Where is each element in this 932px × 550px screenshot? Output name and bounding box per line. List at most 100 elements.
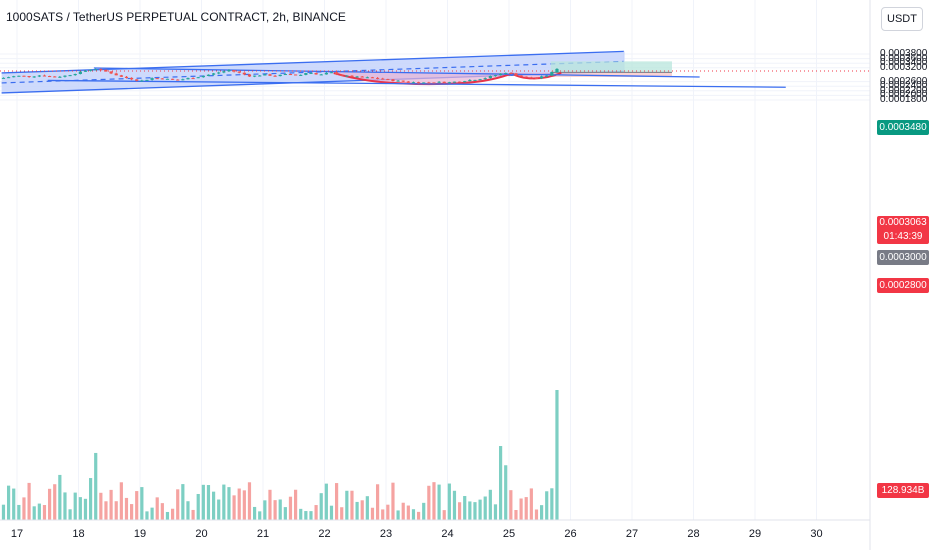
candle-body [109,71,113,74]
candle-body [493,75,498,77]
volume-bar [247,482,252,520]
volume-bar [391,482,395,520]
volume-bar [324,483,328,520]
volume-bar [396,510,400,520]
candle-body [437,81,441,83]
candle-body [165,78,170,80]
volume-bar [463,496,467,520]
volume-bar [217,499,221,520]
volume-bar [524,497,528,520]
candle-body [504,72,508,74]
bar-countdown: 01:43:39 [883,231,923,242]
volume-bar [340,507,344,520]
candle-body [539,76,544,79]
volume-bar [309,511,313,520]
volume-bar [355,501,359,520]
volume-bar [170,508,175,520]
candle-body [370,77,375,79]
time-tick-label: 21 [256,528,270,540]
volume-bar [370,507,375,520]
candle-body [258,75,262,77]
volume-bar [386,504,390,520]
candle-body [42,75,47,77]
candle-body [22,75,26,77]
volume-bar [186,501,190,520]
volume-bar [350,490,354,520]
candle-body [206,74,211,76]
volume-bar [150,507,154,520]
candle-body [519,75,523,77]
volume-bar [529,488,533,520]
volume-bar [457,502,462,520]
candle-body [88,69,93,71]
candle-body [299,74,303,76]
time-tick-label: 22 [318,528,331,540]
currency-selector[interactable]: USDT [881,7,923,31]
candle-body [68,75,72,77]
candle-body [350,75,354,77]
volume-bar [411,509,416,520]
candle-body [432,82,436,84]
volume-bar [555,390,559,520]
candle-body [227,70,231,72]
volume-bar [545,491,549,520]
price-tick-label: 0.0002000 [880,89,928,101]
candle-body [222,71,226,73]
volume-bar [53,484,57,520]
candle-body [124,76,129,78]
candle-body [524,76,528,78]
volume-bar [206,485,211,520]
time-tick-label: 29 [748,528,762,540]
volume-bar [63,492,67,520]
candle-body [334,72,339,75]
volume-bar [468,501,472,520]
candle-body [288,74,293,76]
candle-body [345,75,349,77]
volume-bar [135,491,139,520]
volume-bar [109,489,113,520]
time-tick-label: 19 [133,528,147,540]
candle-body [386,79,390,81]
volume-bar [406,505,410,520]
candle-body [119,75,123,77]
time-tick-label: 28 [687,528,700,540]
volume-bar [252,506,257,520]
volume-bar [124,497,129,520]
candle-body [176,79,180,81]
candle-body [12,76,16,78]
candle-body [263,74,267,76]
candle-body [232,70,236,72]
volume-bar [514,509,518,520]
volume-bar [47,488,52,520]
price-tick-label: 0.0003600 [880,52,928,64]
candle-body [73,73,77,76]
volume-bar [191,509,195,520]
volume-tag: 128.934B [877,483,929,498]
time-tick-label: 20 [195,528,208,540]
volume-bar [165,511,170,520]
candle-body [135,79,139,81]
candle-body [411,82,416,84]
volume-bar [550,488,554,520]
volume-bar [211,491,216,520]
candle-body [550,72,554,76]
candle-body [514,73,518,76]
candle-body [375,77,380,79]
last-price: 0.0003063 [879,217,927,228]
candle-body [447,82,451,84]
volume-bar [534,509,539,520]
candle-body [6,77,11,79]
volume-bar [78,497,82,520]
candle-body [283,74,287,76]
candle-body [268,74,272,76]
candle-body [278,74,282,77]
volume-bars [1,390,559,520]
price-tick-label: 0.0003800 [880,48,928,59]
volume-bar [493,504,498,520]
volume-bar [319,493,323,520]
volume-bar [273,500,277,520]
chart-title: 1000SATS / TetherUS PERPETUAL CONTRACT, … [6,10,346,24]
long-stop-zone [550,72,672,77]
volume-bar [268,489,272,520]
